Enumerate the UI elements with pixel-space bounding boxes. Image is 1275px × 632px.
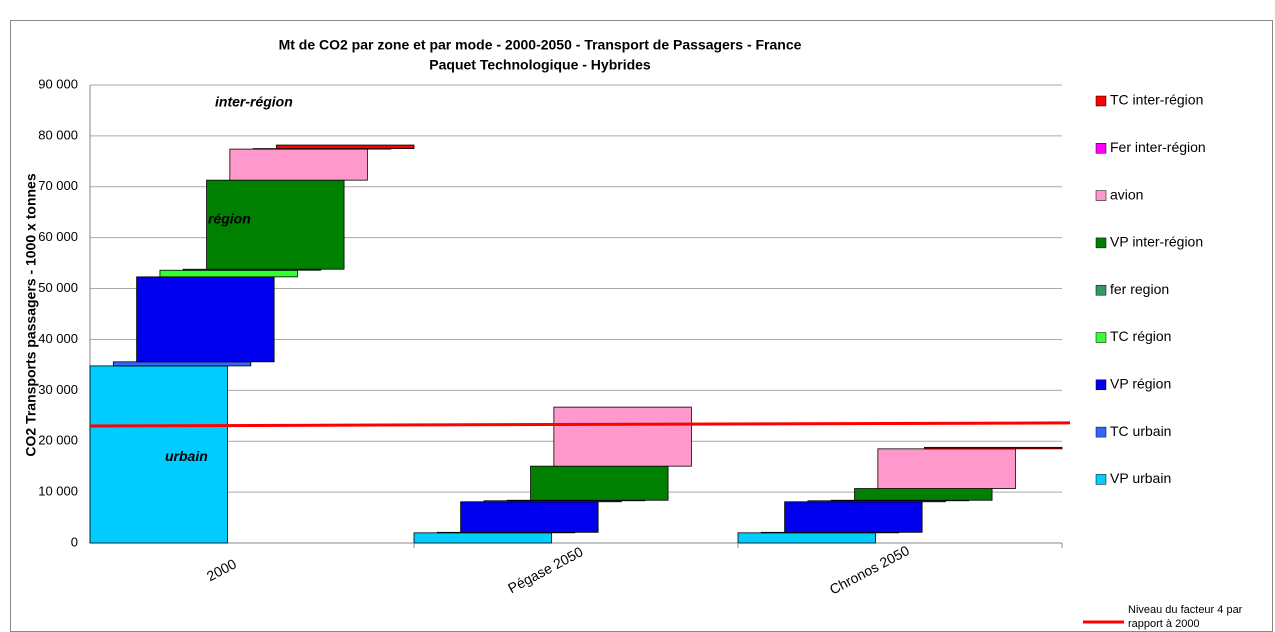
legend-swatch — [1095, 237, 1107, 249]
legend-label: VP urbain — [1110, 470, 1171, 486]
bar-segment — [530, 465, 669, 501]
bar-segment — [89, 365, 228, 544]
bar-segment — [136, 276, 275, 363]
y-tick-label: 10 000 — [38, 484, 78, 499]
legend-label: Fer inter-région — [1110, 139, 1206, 155]
reference-line — [89, 421, 1071, 428]
legend-swatch — [1095, 474, 1107, 485]
legend-label: TC inter-région — [1110, 92, 1203, 108]
bar-segment — [276, 144, 415, 150]
bar-segment — [784, 501, 923, 533]
bar-segment — [413, 532, 552, 544]
y-tick-label: 0 — [71, 534, 78, 549]
bar-segment — [460, 501, 599, 533]
legend-swatch — [1095, 284, 1107, 296]
y-tick-label: 60 000 — [38, 229, 78, 244]
y-tick-label: 30 000 — [38, 382, 78, 397]
bar-segment — [159, 269, 298, 278]
legend-swatch — [1095, 379, 1107, 391]
bar-segment — [877, 448, 1016, 489]
annotation: urbain — [165, 448, 208, 464]
bar-segment — [229, 148, 368, 181]
legend-label: TC région — [1110, 328, 1171, 344]
legend-swatch — [1095, 426, 1107, 438]
reference-legend-label: Niveau du facteur 4 par rapport à 2000 — [1128, 604, 1243, 630]
legend-swatch — [1095, 190, 1107, 201]
annotation: inter-région — [215, 94, 293, 110]
legend-swatch — [1095, 332, 1107, 343]
legend-swatch — [1095, 143, 1107, 154]
chart-title: Mt de CO2 par zone et par mode - 2000-20… — [279, 37, 802, 53]
bar-segment — [112, 361, 252, 367]
legend-label: VP inter-région — [1110, 234, 1203, 250]
legend-label: avion — [1110, 186, 1143, 202]
legend-label: fer region — [1110, 281, 1169, 297]
legend-label: TC urbain — [1110, 423, 1171, 439]
bar-segment — [924, 446, 1063, 450]
annotation: région — [208, 211, 251, 227]
bar-segment — [854, 488, 993, 501]
y-tick-label: 80 000 — [38, 127, 78, 142]
bar-segment — [553, 406, 692, 467]
bar-segment — [737, 532, 876, 544]
legend-label: VP région — [1110, 376, 1171, 392]
y-tick-label: 50 000 — [38, 280, 78, 295]
y-axis-label: CO2 Transports passagers - 1000 x tonnes — [23, 173, 39, 456]
legend-swatch — [1095, 95, 1107, 107]
y-tick-label: 20 000 — [38, 433, 78, 448]
y-tick-label: 70 000 — [38, 178, 78, 193]
chart-subtitle: Paquet Technologique - Hybrides — [429, 57, 651, 73]
y-tick-label: 90 000 — [38, 76, 78, 91]
y-tick-label: 40 000 — [38, 331, 78, 346]
